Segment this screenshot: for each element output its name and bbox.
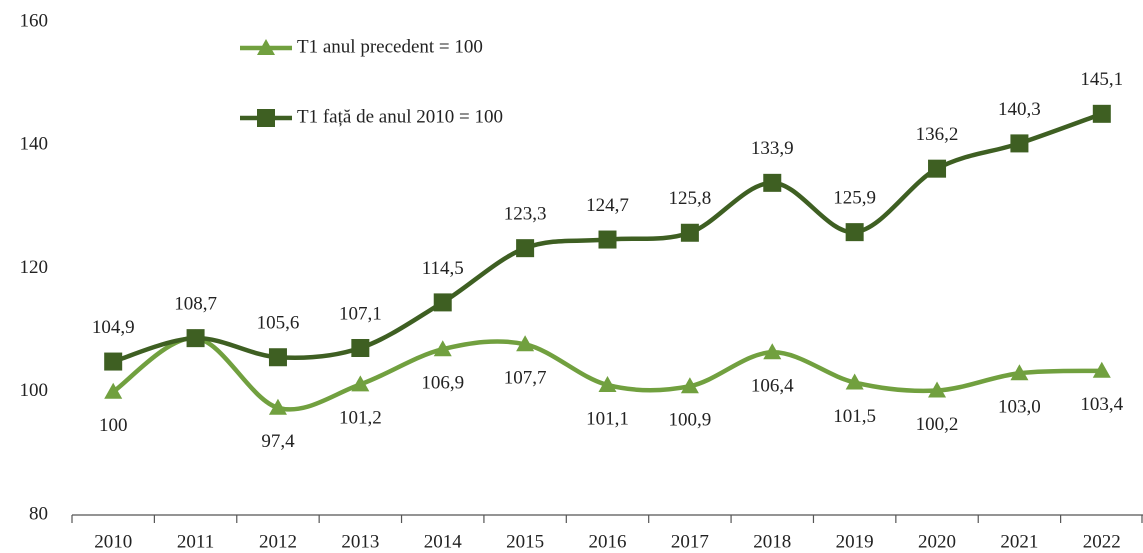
data-point	[845, 223, 864, 242]
y-tick-label: 80	[29, 503, 48, 524]
data-point	[351, 375, 370, 392]
data-label: 107,1	[339, 303, 382, 324]
x-tick-label: 2014	[424, 531, 463, 552]
data-label: 104,9	[92, 317, 135, 338]
legend-label: T1 față de anul 2010 = 100	[297, 106, 503, 127]
x-tick-label: 2017	[671, 531, 709, 552]
data-point	[516, 239, 535, 258]
x-tick-label: 2019	[836, 531, 874, 552]
x-tick-label: 2016	[589, 531, 627, 552]
data-label: 101,2	[339, 408, 382, 429]
data-label: 136,2	[916, 124, 959, 145]
data-point	[1010, 364, 1029, 381]
data-label: 100,9	[669, 410, 712, 431]
data-label: 101,1	[586, 408, 629, 429]
x-tick-label: 2021	[1000, 531, 1038, 552]
x-tick-label: 2022	[1083, 531, 1121, 552]
data-label: 125,8	[669, 188, 712, 209]
data-point	[516, 335, 535, 352]
y-tick-label: 140	[20, 134, 49, 155]
data-point	[268, 348, 287, 367]
data-label: 105,6	[257, 313, 300, 334]
data-label: 114,5	[422, 258, 464, 279]
data-point	[845, 373, 864, 390]
data-label: 140,3	[998, 99, 1041, 120]
data-label: 106,9	[421, 373, 464, 394]
x-tick-label: 2012	[259, 531, 297, 552]
data-point	[1092, 104, 1111, 123]
data-point	[104, 382, 123, 399]
y-tick-label: 100	[20, 380, 49, 401]
data-point	[186, 329, 205, 348]
x-tick-label: 2015	[506, 531, 544, 552]
data-label: 145,1	[1080, 69, 1123, 90]
data-point	[928, 381, 947, 398]
legend-label: T1 anul precedent = 100	[297, 36, 483, 57]
data-point	[763, 173, 782, 192]
data-label: 108,7	[174, 293, 217, 314]
data-point	[598, 375, 617, 392]
data-point	[680, 223, 699, 242]
legend-marker	[257, 109, 275, 127]
data-point	[104, 352, 123, 371]
data-point	[351, 338, 370, 357]
data-point	[598, 230, 617, 249]
data-label: 107,7	[504, 368, 547, 389]
x-tick-label: 2011	[177, 531, 214, 552]
data-label: 97,4	[261, 431, 295, 452]
data-point	[1010, 134, 1029, 153]
y-tick-label: 120	[20, 257, 49, 278]
data-label: 103,4	[1080, 394, 1123, 415]
data-point	[268, 398, 287, 415]
data-label: 100	[99, 415, 128, 436]
x-tick-label: 2018	[753, 531, 791, 552]
data-label: 103,0	[998, 397, 1041, 418]
data-label: 133,9	[751, 138, 794, 159]
data-point	[433, 340, 452, 357]
data-point	[1092, 361, 1111, 378]
data-point	[680, 377, 699, 394]
legend-marker	[257, 39, 275, 55]
y-tick-label: 160	[20, 10, 49, 31]
series-line	[111, 335, 1102, 412]
data-label: 106,4	[751, 376, 794, 397]
data-label: 125,9	[833, 188, 876, 209]
data-point	[928, 159, 947, 178]
x-tick-label: 2013	[341, 531, 379, 552]
data-point	[433, 293, 452, 312]
data-label: 123,3	[504, 204, 547, 225]
data-point	[763, 343, 782, 360]
data-label: 101,5	[833, 406, 876, 427]
data-label: 100,2	[916, 414, 959, 435]
x-tick-label: 2010	[94, 531, 132, 552]
x-tick-label: 2020	[918, 531, 956, 552]
data-label: 124,7	[586, 195, 629, 216]
